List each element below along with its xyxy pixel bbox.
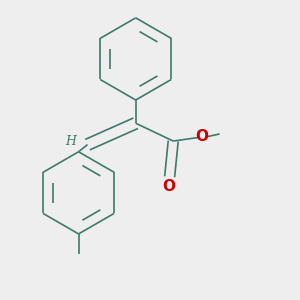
Text: O: O [162,179,176,194]
Text: H: H [65,135,76,148]
Text: O: O [195,129,208,144]
